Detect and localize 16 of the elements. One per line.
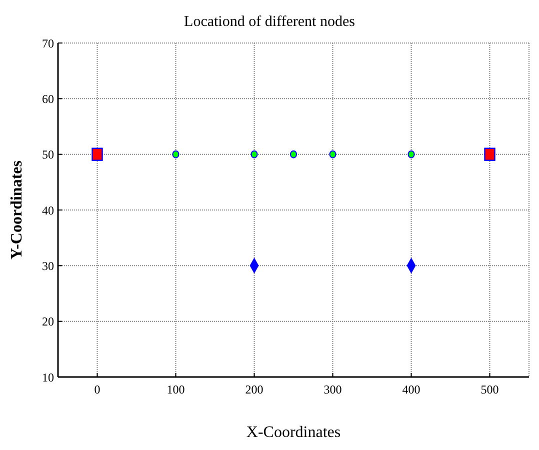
- x-tick-label: 200: [245, 382, 264, 397]
- x-tick-label: 400: [402, 382, 420, 397]
- y-tick-label: 60: [42, 92, 54, 106]
- x-tick-label: 0: [94, 382, 100, 397]
- x-tick-label: 300: [324, 382, 342, 397]
- y-axis-title: Y-Coordinates: [8, 160, 26, 260]
- chart-title: Locationd of different nodes: [183, 14, 356, 31]
- x-tick-label: 100: [166, 382, 185, 397]
- y-tick-label: 10: [42, 370, 54, 384]
- y-tick-label: 40: [42, 203, 54, 218]
- y-tick-label: 50: [42, 148, 54, 162]
- y-tick-label: 70: [42, 36, 54, 50]
- x-axis-title: X-Coordinates: [246, 424, 341, 441]
- x-tick-label: 500: [480, 382, 499, 397]
- y-tick-label: 20: [42, 314, 54, 329]
- y-tick-label: 30: [42, 258, 54, 273]
